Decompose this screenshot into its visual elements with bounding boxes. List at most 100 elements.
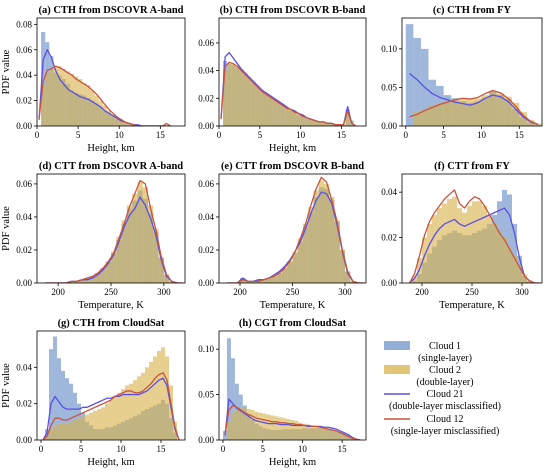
histogram-bar bbox=[342, 434, 347, 440]
histogram-bar bbox=[310, 425, 315, 440]
histogram-bar bbox=[263, 92, 268, 126]
histogram-bar bbox=[234, 409, 239, 440]
histogram-bar bbox=[339, 249, 345, 283]
histogram-bar bbox=[69, 421, 73, 440]
series-line bbox=[38, 65, 171, 126]
histogram-bar bbox=[290, 420, 295, 440]
series-line bbox=[42, 372, 180, 440]
histogram-bar bbox=[148, 205, 154, 283]
legend-label: Cloud 21 bbox=[427, 389, 464, 400]
histogram-bar bbox=[467, 205, 472, 283]
histogram-bar bbox=[149, 361, 153, 440]
legend-sublabel: (double-layer) bbox=[416, 377, 473, 388]
histogram-bar bbox=[94, 95, 99, 126]
panel-title: (a) CTH from DSCOVR A-band bbox=[38, 5, 183, 16]
histogram-bar bbox=[230, 358, 235, 440]
histogram-bar bbox=[330, 430, 335, 440]
legend-sublabel: (single-layer) bbox=[418, 353, 472, 364]
histogram-bar bbox=[102, 105, 107, 126]
histogram-bar bbox=[280, 103, 285, 126]
histogram-bar bbox=[462, 212, 467, 283]
histogram-bar bbox=[477, 201, 482, 283]
x-tick-label: 15 bbox=[337, 130, 347, 140]
series-line bbox=[44, 179, 183, 283]
histogram-bar bbox=[428, 105, 437, 126]
histogram-bar bbox=[350, 281, 356, 283]
histogram-bar bbox=[86, 85, 91, 126]
histogram-bar bbox=[121, 389, 125, 440]
histogram-bar bbox=[292, 112, 297, 126]
histogram-bar bbox=[74, 281, 80, 283]
histogram-bar bbox=[65, 423, 69, 440]
histogram-bar bbox=[345, 112, 350, 126]
histogram-bar bbox=[308, 119, 313, 126]
histogram-bar bbox=[68, 281, 74, 283]
panels: 0 5 10 15 0.00 0.02 0.04 0.06 0.08 (a) CTH from D… bbox=[1, 5, 543, 468]
histogram-bar bbox=[126, 205, 133, 283]
histogram-bar bbox=[153, 356, 157, 440]
histogram-bar bbox=[242, 408, 247, 440]
histogram-bar bbox=[447, 198, 452, 283]
histogram-bar bbox=[274, 416, 279, 440]
histogram-bar bbox=[73, 420, 77, 440]
histogram-bar bbox=[286, 419, 291, 440]
axes-frame bbox=[36, 330, 186, 441]
histogram-bar bbox=[49, 70, 54, 126]
histogram-bar bbox=[350, 438, 355, 440]
series-line bbox=[409, 89, 539, 126]
legend-item: Cloud 2(double-layer) bbox=[384, 365, 474, 388]
histogram-bar bbox=[250, 410, 255, 440]
histogram-bar bbox=[512, 255, 517, 283]
axes-frame bbox=[218, 17, 367, 127]
plot-area bbox=[405, 24, 542, 126]
histogram-bar bbox=[69, 383, 73, 440]
histogram-bar bbox=[266, 414, 271, 440]
histogram-bar bbox=[41, 31, 46, 126]
histogram-bar bbox=[329, 197, 335, 283]
x-tick-label: 250 bbox=[465, 287, 479, 297]
histogram-bar bbox=[238, 408, 243, 440]
histogram-bar bbox=[165, 356, 169, 440]
histogram-bar bbox=[231, 63, 236, 126]
histogram-bar bbox=[522, 273, 527, 283]
legend: Cloud 1(single-layer)Cloud 2(double-laye… bbox=[384, 341, 501, 437]
histogram-bar bbox=[142, 187, 148, 283]
histogram-bar bbox=[133, 380, 137, 440]
y-axis-label: PDF value bbox=[1, 49, 12, 94]
histogram-bar bbox=[512, 223, 517, 283]
histogram-bar bbox=[405, 24, 414, 126]
panel-title: (d) CTT from DSCOVR A-band bbox=[39, 161, 183, 172]
histogram-bar bbox=[334, 220, 340, 283]
x-tick-label: 10 bbox=[298, 444, 308, 454]
histogram-bar bbox=[313, 190, 319, 283]
histogram-bar bbox=[321, 121, 326, 126]
histogram-bar bbox=[338, 432, 343, 440]
histogram-bar bbox=[322, 428, 327, 440]
histogram-bar bbox=[111, 114, 116, 126]
plot-area bbox=[222, 338, 361, 440]
x-tick-label: 5 bbox=[76, 130, 81, 140]
x-axis-label: Temperature, K bbox=[260, 300, 326, 311]
histogram-bar bbox=[317, 121, 322, 126]
chart-panel: 0 5 10 15 0.00 0.05 0.10 (c) CTH from FY bbox=[381, 5, 543, 140]
x-axis-label: Height, km bbox=[269, 457, 316, 468]
histogram-bar bbox=[53, 336, 57, 440]
histogram-bar bbox=[89, 412, 93, 440]
axes-frame bbox=[36, 17, 186, 127]
histogram-bar bbox=[473, 98, 482, 126]
histogram-bar bbox=[61, 370, 65, 440]
x-tick-label: 0 bbox=[221, 444, 226, 454]
axes-frame bbox=[218, 330, 367, 441]
histogram-bar bbox=[45, 72, 50, 126]
legend-item: Cloud 1(single-layer) bbox=[384, 341, 472, 364]
x-tick-label: 15 bbox=[515, 130, 525, 140]
y-tick-label: 0.06 bbox=[198, 179, 214, 189]
histogram-bar bbox=[57, 423, 61, 440]
x-tick-label: 5 bbox=[79, 444, 84, 454]
x-tick-label: 5 bbox=[441, 130, 446, 140]
histogram-bar bbox=[436, 102, 444, 126]
histogram-bar bbox=[534, 123, 542, 126]
histogram-bar bbox=[302, 423, 307, 440]
histogram-bar bbox=[169, 281, 175, 283]
x-tick-label: 250 bbox=[286, 287, 300, 297]
